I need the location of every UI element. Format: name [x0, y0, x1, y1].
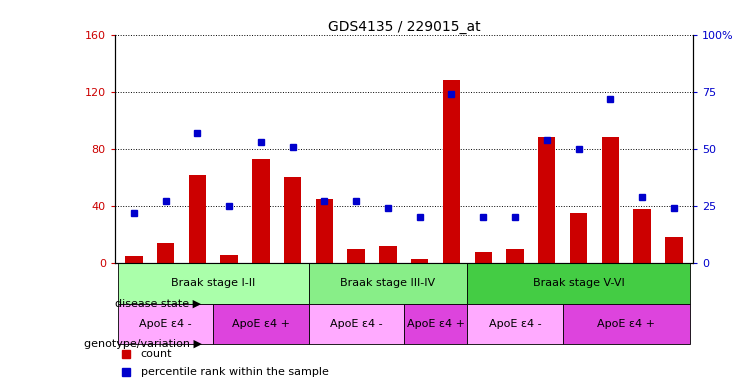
Bar	[634, 209, 651, 263]
Bar	[316, 199, 333, 263]
Bar	[125, 256, 142, 263]
Bar	[538, 137, 556, 263]
Text: disease state ▶: disease state ▶	[116, 299, 202, 309]
Text: Braak stage V-VI: Braak stage V-VI	[533, 278, 625, 288]
Bar	[348, 249, 365, 263]
Text: ApoE ε4 -: ApoE ε4 -	[488, 319, 542, 329]
Bar	[602, 137, 619, 263]
Text: ApoE ε4 -: ApoE ε4 -	[330, 319, 382, 329]
Bar	[442, 80, 460, 263]
Text: Braak stage III-IV: Braak stage III-IV	[340, 278, 436, 288]
Bar	[189, 175, 206, 263]
Text: ApoE ε4 -: ApoE ε4 -	[139, 319, 192, 329]
Title: GDS4135 / 229015_at: GDS4135 / 229015_at	[328, 20, 480, 33]
Bar	[506, 249, 524, 263]
Bar	[474, 252, 492, 263]
Bar	[379, 246, 396, 263]
Text: genotype/variation ▶: genotype/variation ▶	[84, 339, 202, 349]
Bar	[118, 263, 308, 304]
Bar	[468, 304, 562, 344]
Text: count: count	[141, 349, 173, 359]
Bar	[562, 304, 690, 344]
Text: ApoE ε4 +: ApoE ε4 +	[232, 319, 290, 329]
Bar	[284, 177, 302, 263]
Bar	[570, 213, 587, 263]
Bar	[213, 304, 308, 344]
Bar	[411, 259, 428, 263]
Bar	[157, 243, 174, 263]
Bar	[468, 263, 690, 304]
Bar	[118, 304, 213, 344]
Bar	[404, 304, 468, 344]
Bar	[665, 237, 682, 263]
Text: Braak stage I-II: Braak stage I-II	[171, 278, 256, 288]
Bar	[308, 263, 468, 304]
Bar	[308, 304, 404, 344]
Text: ApoE ε4 +: ApoE ε4 +	[407, 319, 465, 329]
Text: percentile rank within the sample: percentile rank within the sample	[141, 367, 329, 377]
Bar	[252, 159, 270, 263]
Text: ApoE ε4 +: ApoE ε4 +	[597, 319, 655, 329]
Bar	[221, 255, 238, 263]
